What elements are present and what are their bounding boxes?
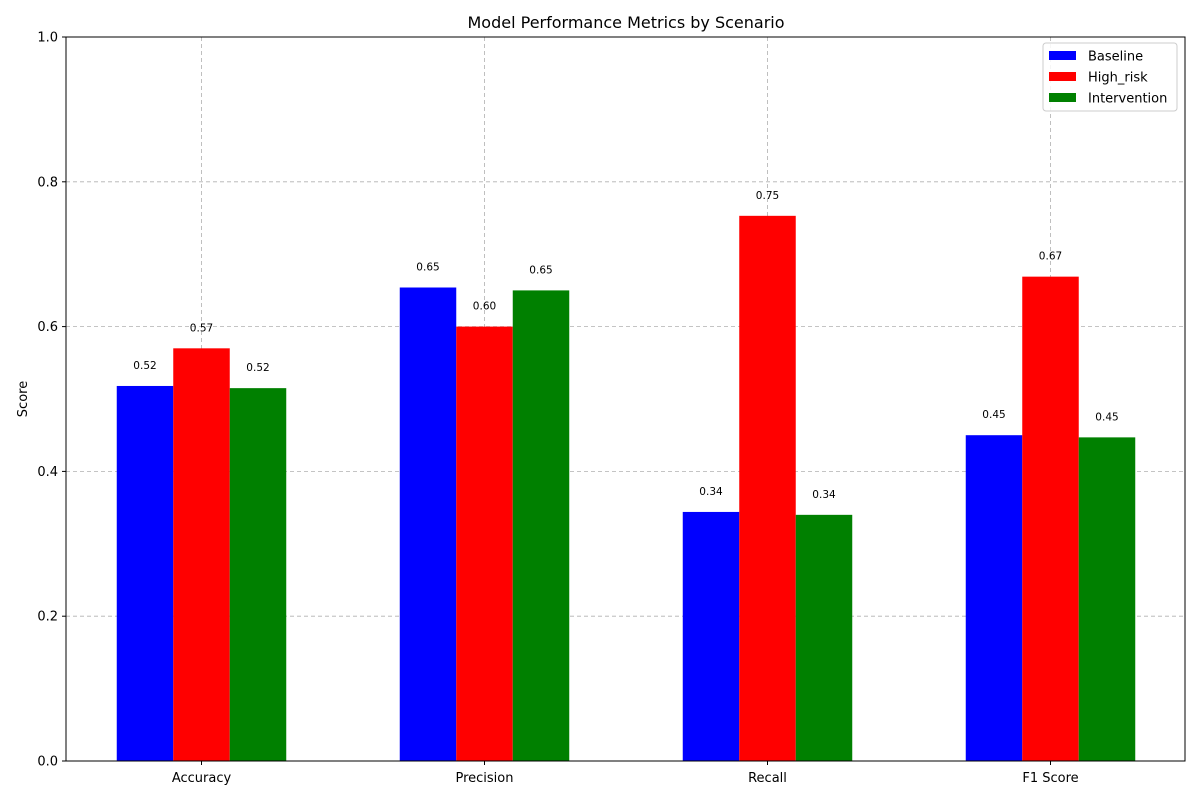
legend-box	[1042, 42, 1178, 112]
bar-value-label: 0.34	[699, 486, 723, 498]
bar-high_risk-recall	[739, 215, 796, 761]
y-tick-label: 0.4	[37, 465, 58, 480]
y-axis-label: Score	[16, 381, 31, 417]
legend-swatch	[1049, 93, 1076, 102]
plot-frame	[65, 36, 1186, 762]
bar-intervention-accuracy	[229, 388, 287, 761]
bar-intervention-recall	[795, 514, 853, 761]
bar-value-label: 0.60	[473, 301, 496, 313]
legend-swatch	[1049, 72, 1076, 81]
y-tick-label: 1.0	[37, 31, 58, 46]
legend-label: Intervention	[1088, 92, 1167, 107]
bar-value-label: 0.67	[1039, 251, 1062, 263]
bars	[116, 215, 1136, 761]
bar-value-label: 0.65	[416, 262, 439, 274]
bar-value-label: 0.75	[756, 190, 779, 202]
x-tick-label: F1 Score	[1022, 771, 1078, 786]
x-tick-label: Precision	[455, 771, 513, 786]
bar-intervention-precision	[512, 290, 570, 761]
axis-ticks: 0.0 0.2 0.4 0.6 0.8 1.0 Accuracy Precision Recal…	[37, 31, 1078, 787]
bar-value-label: 0.52	[246, 362, 269, 374]
bar-baseline-accuracy	[116, 385, 174, 761]
legend-swatch	[1049, 51, 1076, 60]
x-tick-label: Accuracy	[172, 771, 232, 786]
bar-value-label: 0.45	[982, 409, 1005, 421]
bar-value-label: 0.34	[812, 489, 836, 501]
bar-high_risk-precision	[456, 326, 513, 761]
y-tick-label: 0.6	[37, 320, 58, 335]
bar-intervention-f1-score	[1078, 437, 1136, 761]
legend: Baseline High_risk Intervention	[1042, 42, 1178, 112]
x-tick-label: Recall	[748, 771, 787, 786]
bar-baseline-precision	[399, 287, 457, 761]
y-tick-label: 0.8	[37, 175, 58, 190]
bar-high_risk-f1-score	[1022, 276, 1079, 761]
bar-value-label: 0.57	[190, 322, 213, 334]
y-tick-label: 0.0	[37, 755, 58, 770]
y-tick-label: 0.2	[37, 610, 58, 625]
bar-value-label: 0.65	[529, 264, 552, 276]
legend-label: High_risk	[1088, 71, 1148, 86]
bar-baseline-f1-score	[965, 435, 1023, 761]
legend-label: Baseline	[1088, 50, 1143, 65]
bar-high_risk-accuracy	[173, 348, 230, 761]
bar-labels: 0.52 0.57 0.52 0.65 0.60 0.65 0.34 0.75 0.34 0.45…	[133, 190, 1118, 501]
chart-title: Model Performance Metrics by Scenario	[467, 13, 784, 32]
bar-baseline-recall	[682, 511, 740, 761]
bar-value-label: 0.52	[133, 360, 156, 372]
bar-value-label: 0.45	[1095, 411, 1118, 423]
